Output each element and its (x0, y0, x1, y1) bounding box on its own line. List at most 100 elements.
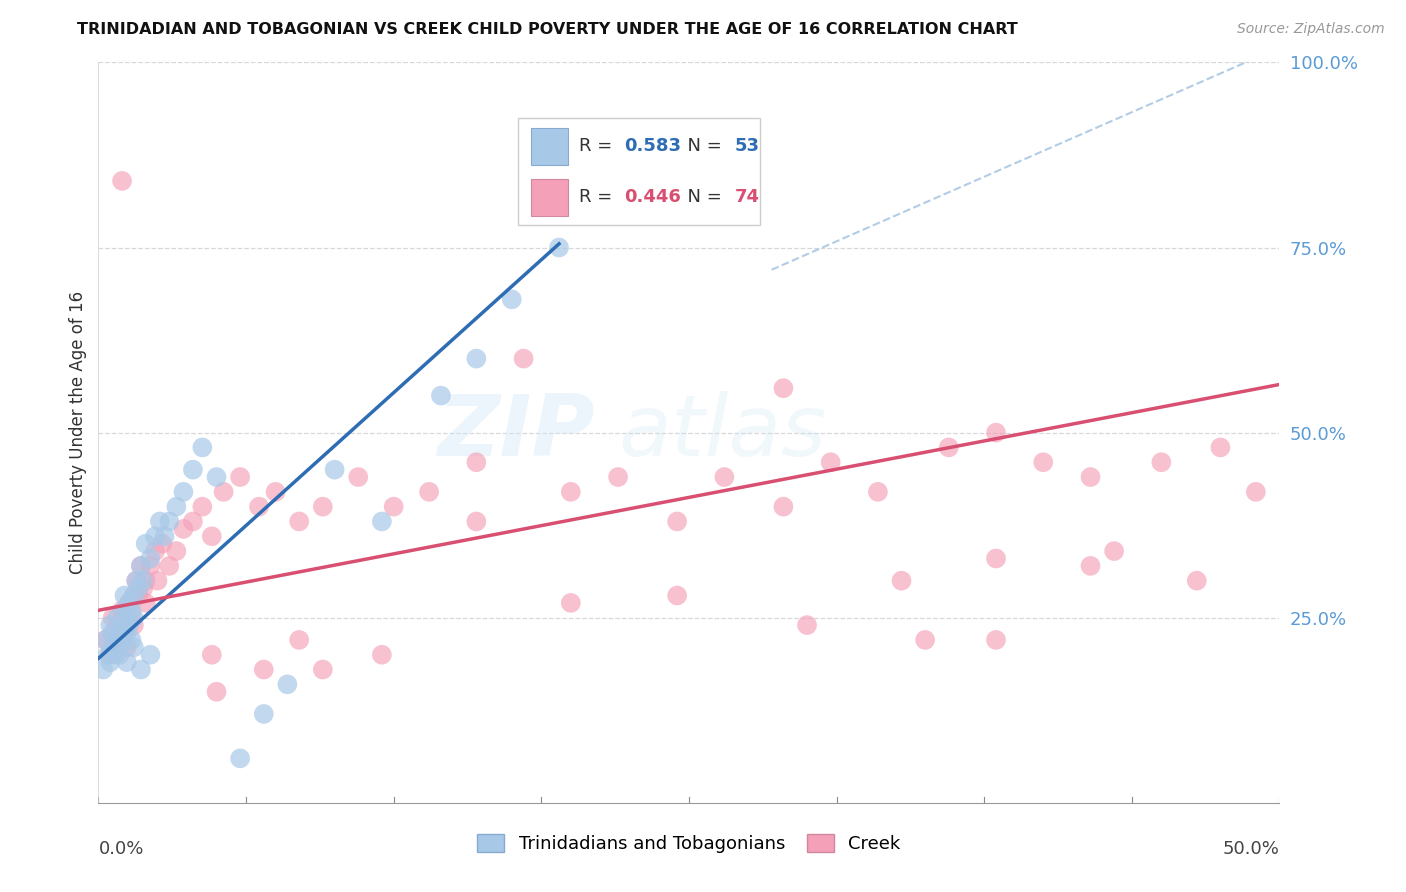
Point (115, 610, 138, 624)
Point (560, 596, 582, 610)
Point (201, 529, 224, 543)
Point (135, 536, 157, 550)
Point (666, 589, 689, 603)
Point (264, 484, 287, 499)
Point (101, 625, 124, 640)
Point (132, 581, 155, 595)
Point (112, 589, 135, 603)
Point (465, 515, 488, 529)
Point (121, 603, 143, 617)
Point (201, 648, 224, 662)
Point (128, 581, 150, 595)
Point (772, 381, 794, 395)
Point (205, 470, 228, 484)
Point (135, 596, 157, 610)
FancyBboxPatch shape (530, 128, 568, 165)
Point (94, 632, 117, 647)
Point (112, 603, 135, 617)
Point (323, 462, 346, 476)
Point (1032, 455, 1054, 469)
Point (111, 618, 134, 632)
Point (139, 558, 162, 573)
Point (118, 596, 141, 610)
Text: atlas: atlas (619, 391, 827, 475)
Point (122, 589, 145, 603)
Point (115, 640, 138, 655)
Point (149, 515, 172, 529)
Text: 0.446: 0.446 (624, 188, 681, 206)
Point (115, 655, 138, 669)
Point (105, 610, 128, 624)
Point (914, 632, 936, 647)
Point (312, 500, 335, 514)
Point (118, 618, 141, 632)
Point (288, 632, 311, 647)
Point (430, 388, 453, 402)
Point (938, 441, 960, 455)
Point (135, 574, 157, 588)
Text: R =: R = (579, 188, 619, 206)
Point (191, 441, 214, 455)
Text: 0.583: 0.583 (624, 137, 681, 155)
Point (382, 500, 405, 514)
Point (125, 574, 148, 588)
Point (139, 648, 162, 662)
Point (172, 522, 194, 536)
Point (276, 677, 298, 691)
Point (548, 240, 571, 255)
Point (560, 484, 582, 499)
Point (512, 351, 534, 366)
Point (866, 484, 889, 499)
Point (94, 632, 117, 647)
Point (157, 515, 180, 529)
Point (288, 515, 311, 529)
Point (501, 293, 523, 307)
Point (143, 529, 166, 543)
Point (121, 632, 143, 647)
Point (129, 558, 152, 573)
Point (98, 648, 121, 662)
Point (157, 558, 180, 573)
Point (607, 470, 630, 484)
Point (115, 610, 138, 624)
Point (128, 589, 150, 603)
Point (253, 706, 276, 721)
Point (247, 500, 270, 514)
Point (98, 618, 121, 632)
Point (111, 174, 134, 188)
Point (104, 648, 127, 662)
Point (104, 625, 127, 640)
Point (172, 484, 194, 499)
Point (181, 515, 204, 529)
Point (146, 574, 169, 588)
Point (122, 640, 145, 655)
Point (108, 648, 131, 662)
Point (212, 484, 235, 499)
Point (108, 625, 131, 640)
Point (347, 470, 370, 484)
Point (890, 574, 912, 588)
Point (122, 618, 145, 632)
Text: Source: ZipAtlas.com: Source: ZipAtlas.com (1237, 22, 1385, 37)
Text: N =: N = (676, 137, 727, 155)
Text: 0.0%: 0.0% (98, 840, 143, 858)
Point (111, 603, 134, 617)
Point (418, 484, 440, 499)
Legend: Trinidadians and Tobagonians, Creek: Trinidadians and Tobagonians, Creek (470, 827, 908, 861)
Point (229, 470, 252, 484)
Point (1150, 455, 1173, 469)
Point (984, 551, 1007, 566)
Point (122, 610, 145, 624)
Point (108, 618, 131, 632)
Point (97, 648, 120, 662)
Point (984, 425, 1007, 440)
Point (984, 632, 1007, 647)
Point (91, 663, 114, 677)
FancyBboxPatch shape (517, 118, 759, 226)
Point (105, 632, 128, 647)
Point (153, 529, 176, 543)
Point (129, 663, 152, 677)
Point (181, 462, 204, 476)
Point (101, 640, 124, 655)
Point (1244, 484, 1267, 499)
